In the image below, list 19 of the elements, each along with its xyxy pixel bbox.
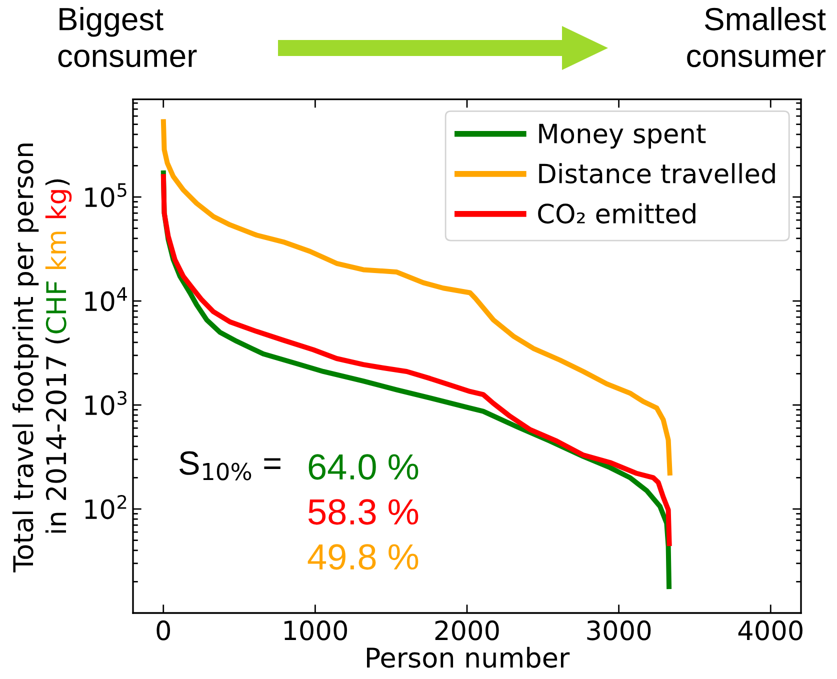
x-tick-label: 0: [156, 620, 170, 640]
x-tick-label: 2000: [435, 620, 499, 640]
annotation: 49.8 %: [308, 544, 418, 570]
y-tick-label: 10$^{3}$: [85, 391, 126, 416]
annotation: S$_{10%}$ =: [180, 451, 280, 480]
y-tick-label: 10$^{2}$: [85, 495, 126, 520]
annotation: 58.3 %: [308, 499, 418, 525]
x-tick-label: 4000: [738, 620, 802, 640]
y-tick-label: 10$^{5}$: [85, 183, 126, 208]
legend-label: Money spent: [539, 124, 706, 149]
x-tick-label: 1000: [284, 620, 348, 640]
x-tick-label: 3000: [587, 620, 651, 640]
legend-label: CO₂ emitted: [538, 203, 696, 224]
legend-label: Distance travelled: [539, 163, 775, 184]
annotation: 64.0 %: [308, 454, 418, 480]
y-tick-label: 10$^{4}$: [85, 287, 127, 312]
x-axis-title: Person number: [367, 646, 570, 668]
text: Biggest consumer: [58, 7, 197, 68]
text: Smallest consumer: [687, 7, 826, 68]
